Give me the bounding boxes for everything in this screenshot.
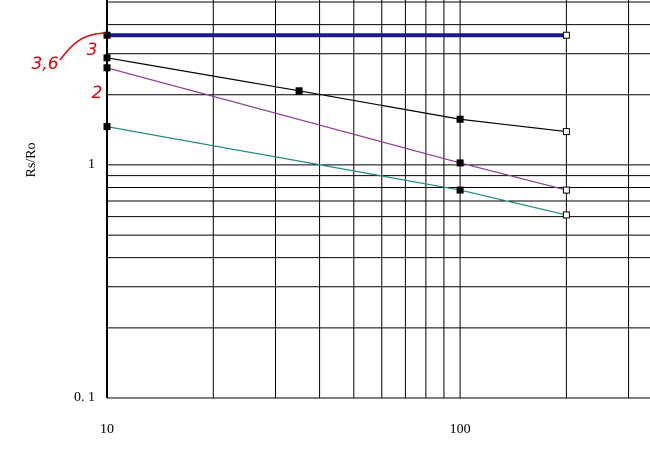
x-tick-label: 100 (450, 422, 471, 437)
handwritten-note: 2 (92, 83, 103, 103)
point-marker (562, 31, 570, 39)
point-marker (456, 115, 464, 123)
point-marker (562, 211, 570, 219)
point-marker (456, 186, 464, 194)
series-line (106, 67, 567, 191)
y-axis-label: Rs/Ro (24, 142, 39, 177)
y-tick-label: 1 (88, 157, 95, 172)
note-arrow (59, 32, 106, 61)
y-tick-label: 0. 1 (74, 390, 95, 405)
point-marker (295, 87, 303, 95)
x-tick-label: 10 (100, 422, 114, 437)
point-marker (562, 128, 570, 136)
series-line (106, 126, 567, 216)
point-marker (562, 186, 570, 194)
series-line (106, 57, 567, 133)
point-marker (456, 159, 464, 167)
handwritten-note: 3 (87, 40, 98, 60)
handwritten-note: 3,6 (31, 54, 58, 74)
